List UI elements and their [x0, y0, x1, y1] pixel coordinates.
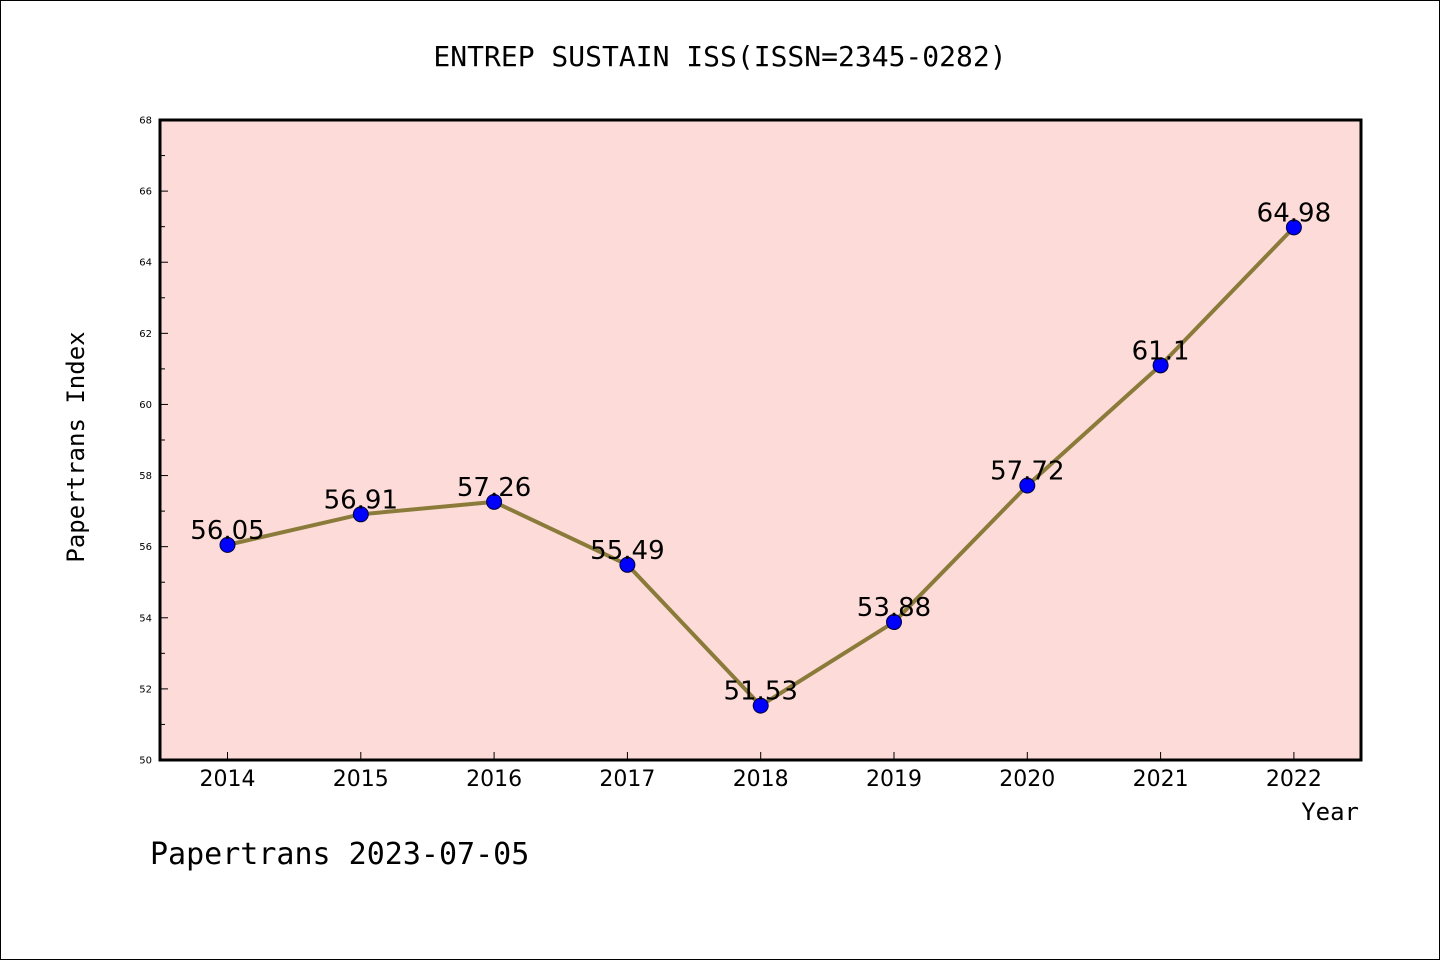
- data-label: 57.26: [457, 473, 531, 503]
- data-point-marker: [486, 493, 503, 510]
- data-label: 56.05: [190, 516, 264, 546]
- x-axis: 2014 2015 2016 2017 2018 2019 2020 2021 2022: [200, 752, 1322, 792]
- data-point-marker: [1019, 477, 1036, 494]
- data-label: 51.53: [723, 677, 797, 707]
- x-tick-label: 2015: [333, 767, 389, 792]
- x-tick-label: 2020: [999, 767, 1055, 792]
- data-point-marker: [752, 697, 769, 714]
- data-point-marker: [619, 556, 636, 573]
- y-tick-label: 52: [139, 684, 152, 695]
- chart-title: ENTREP SUSTAIN ISS(ISSN=2345-0282): [433, 40, 1006, 73]
- y-tick-label: 68: [139, 116, 152, 127]
- plot-area: [160, 120, 1361, 760]
- data-label: 57.72: [990, 457, 1064, 487]
- y-tick-label: 64: [139, 258, 152, 269]
- watermark-text: Papertrans 2023-07-05: [150, 837, 529, 872]
- x-tick-label: 2014: [200, 767, 256, 792]
- series-line: 56.05 56.91 57.26 55.49 51.53 53.88 57.72 61.1 6…: [190, 198, 1331, 714]
- y-tick-label: 60: [139, 400, 152, 411]
- y-tick-label: 54: [139, 613, 152, 624]
- x-tick-label: 2019: [866, 767, 922, 792]
- data-label: 64.98: [1257, 198, 1331, 228]
- x-tick-label: 2018: [733, 767, 789, 792]
- y-axis-label: Papertrans Index: [62, 331, 90, 562]
- data-label: 53.88: [857, 593, 931, 623]
- x-tick-label: 2022: [1266, 767, 1322, 792]
- y-tick-label: 58: [139, 471, 152, 482]
- x-tick-label: 2021: [1133, 767, 1189, 792]
- data-point-marker: [219, 536, 236, 553]
- data-label: 61.1: [1132, 336, 1190, 366]
- data-label: 55.49: [590, 536, 664, 566]
- y-tick-label: 66: [139, 187, 152, 198]
- x-tick-label: 2017: [599, 767, 655, 792]
- data-point-marker: [1152, 357, 1169, 374]
- plot-border: [158, 118, 1363, 762]
- data-point-marker: [352, 506, 369, 523]
- data-label: 56.91: [324, 485, 398, 515]
- data-point-marker: [886, 614, 902, 631]
- y-tick-label: 62: [139, 329, 152, 340]
- data-point-marker: [1285, 219, 1302, 236]
- x-axis-label: Year: [1301, 798, 1359, 826]
- x-tick-label: 2016: [466, 767, 522, 792]
- y-tick-label: 56: [139, 542, 152, 553]
- y-tick-label: 50: [139, 756, 152, 767]
